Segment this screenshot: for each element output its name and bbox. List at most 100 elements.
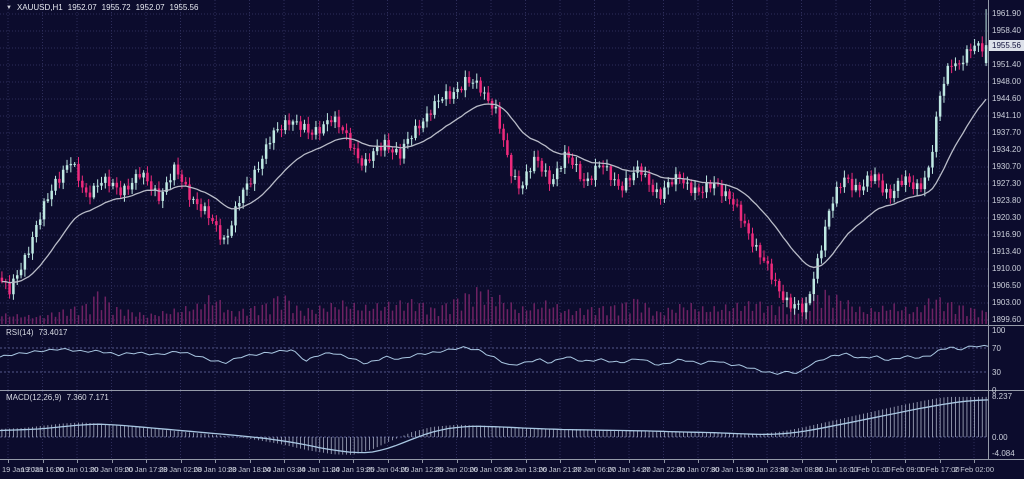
rsi-axis-label: 70 — [992, 344, 1001, 353]
rsi-label: RSI(14) 73.4017 — [6, 328, 67, 337]
rsi-pane[interactable] — [0, 326, 988, 390]
time-axis-tick — [8, 460, 9, 463]
time-axis-tick — [456, 460, 458, 463]
current-price-tag: 1955.56 — [989, 40, 1024, 51]
low-value: 1952.07 — [135, 3, 165, 12]
time-axis-label: 26 Jan 13:00 — [503, 465, 548, 474]
price-axis-label: 1944.60 — [992, 94, 1021, 103]
time-axis-tick — [801, 460, 803, 463]
symbol-label: XAUUSD,H1 — [16, 3, 63, 12]
rsi-axis-label: 100 — [992, 326, 1006, 335]
time-axis-label: 2 Feb 02:00 — [953, 465, 995, 474]
time-axis-label: 19 Jan 2023 — [2, 465, 44, 474]
time-axis-tick — [111, 460, 113, 463]
time-axis-label: 25 Jan 20:00 — [434, 465, 479, 474]
rsi-axis-label: 30 — [992, 368, 1001, 377]
time-axis-label: 25 Jan 04:00 — [365, 465, 410, 474]
time-axis-label: 24 Jan 11:00 — [297, 465, 340, 474]
time-axis-label: 20 Jan 17:00 — [124, 465, 168, 474]
time-axis-tick — [767, 460, 768, 463]
time-axis-tick — [732, 460, 734, 463]
time-axis-tick — [525, 460, 527, 463]
macd-values: 7.360 7.171 — [66, 393, 109, 402]
price-pane[interactable] — [0, 0, 988, 325]
time-axis-tick — [905, 460, 906, 463]
time-axis-label: 20 Jan 01:00 — [55, 465, 99, 474]
time-axis-tick — [422, 460, 423, 463]
macd-axis-label: 0.00 — [992, 433, 1008, 442]
price-axis-label: 1899.60 — [992, 315, 1021, 324]
time-axis-tick — [594, 460, 596, 463]
pane-divider[interactable] — [0, 459, 1024, 460]
price-axis-label: 1913.40 — [992, 247, 1021, 256]
time-axis-label: 31 Jan 16:00 — [814, 465, 858, 474]
time-axis-tick — [318, 460, 320, 463]
time-axis-label: 23 Jan 10:00 — [193, 465, 237, 474]
price-axis-label: 1934.20 — [992, 145, 1021, 154]
price-axis-label: 1961.90 — [992, 9, 1021, 18]
time-axis-label: 23 Jan 02:00 — [158, 465, 203, 474]
time-axis-tick — [42, 460, 44, 463]
pane-divider[interactable] — [0, 325, 1024, 326]
time-axis-label: 1 Feb 17:00 — [919, 465, 960, 474]
macd-pane[interactable] — [0, 391, 988, 460]
time-axis-label: 26 Jan 21:00 — [538, 465, 582, 474]
time-axis-tick — [353, 460, 354, 463]
price-axis-label: 1903.00 — [992, 298, 1021, 307]
price-axis-label: 1930.70 — [992, 162, 1021, 171]
symbol-dropdown-icon[interactable]: ▼ — [6, 4, 12, 11]
time-axis-tick — [146, 460, 147, 463]
price-axis-label: 1937.70 — [992, 128, 1021, 137]
time-axis-label: 27 Jan 22:00 — [641, 465, 686, 474]
time-axis-label: 24 Jan 19:00 — [331, 465, 375, 474]
macd-name: MACD(12,26,9) — [6, 393, 62, 402]
time-axis-tick — [284, 460, 285, 463]
time-axis-label: 23 Jan 18:00 — [227, 465, 272, 474]
time-axis-label: 1 Feb 09:00 — [884, 465, 926, 474]
time-axis-label: 24 Jan 03:00 — [262, 465, 306, 474]
price-axis-label: 1948.00 — [992, 77, 1021, 86]
macd-axis-label: 8.237 — [992, 391, 1013, 401]
price-axis-label: 1916.90 — [992, 230, 1021, 239]
price-axis-label: 1927.30 — [992, 179, 1021, 188]
time-axis-tick — [387, 460, 389, 463]
time-axis-tick — [491, 460, 492, 463]
price-axis-label: 1906.50 — [992, 281, 1021, 290]
time-axis-tick — [77, 460, 78, 463]
high-value: 1955.72 — [101, 3, 131, 12]
time-axis-label: 20 Jan 09:00 — [89, 465, 134, 474]
time-axis-tick — [698, 460, 699, 463]
time-axis-tick — [215, 460, 216, 463]
pane-divider[interactable] — [0, 390, 1024, 391]
time-axis-label: 30 Jan 07:00 — [676, 465, 720, 474]
time-axis-label: 27 Jan 14:00 — [607, 465, 651, 474]
time-axis-tick — [836, 460, 837, 463]
time-axis-label: 27 Jan 06:00 — [572, 465, 617, 474]
time-axis-label: 30 Jan 15:00 — [710, 465, 755, 474]
time-axis-label: 26 Jan 05:00 — [469, 465, 513, 474]
rsi-axis-label: 0 — [992, 386, 997, 395]
price-axis-label: 1958.40 — [992, 26, 1021, 35]
price-axis-label: 1923.80 — [992, 196, 1021, 205]
time-axis-tick — [629, 460, 630, 463]
symbol-ohlc-bar: ▼ XAUUSD,H1 1952.07 1955.72 1952.07 1955… — [6, 3, 198, 12]
time-axis-tick — [560, 460, 561, 463]
price-axis-label: 1941.10 — [992, 111, 1021, 120]
price-axis-border — [988, 0, 989, 459]
time-axis-label: 19 Jan 16:00 — [20, 465, 65, 474]
time-axis-label: 1 Feb 01:00 — [850, 465, 891, 474]
time-axis-tick — [663, 460, 665, 463]
price-axis-label: 1951.40 — [992, 60, 1021, 69]
price-axis-label: 1920.30 — [992, 213, 1021, 222]
macd-axis-label: -4.084 — [992, 449, 1015, 458]
time-axis-tick — [939, 460, 941, 463]
price-axis-label: 1910.00 — [992, 264, 1021, 273]
time-axis-tick — [870, 460, 872, 463]
open-value: 1952.07 — [67, 3, 97, 12]
rsi-name: RSI(14) — [6, 328, 34, 337]
time-axis-label: 25 Jan 12:00 — [400, 465, 444, 474]
time-axis-tick — [180, 460, 182, 463]
macd-label: MACD(12,26,9) 7.360 7.171 — [6, 393, 109, 402]
time-axis-tick — [249, 460, 251, 463]
